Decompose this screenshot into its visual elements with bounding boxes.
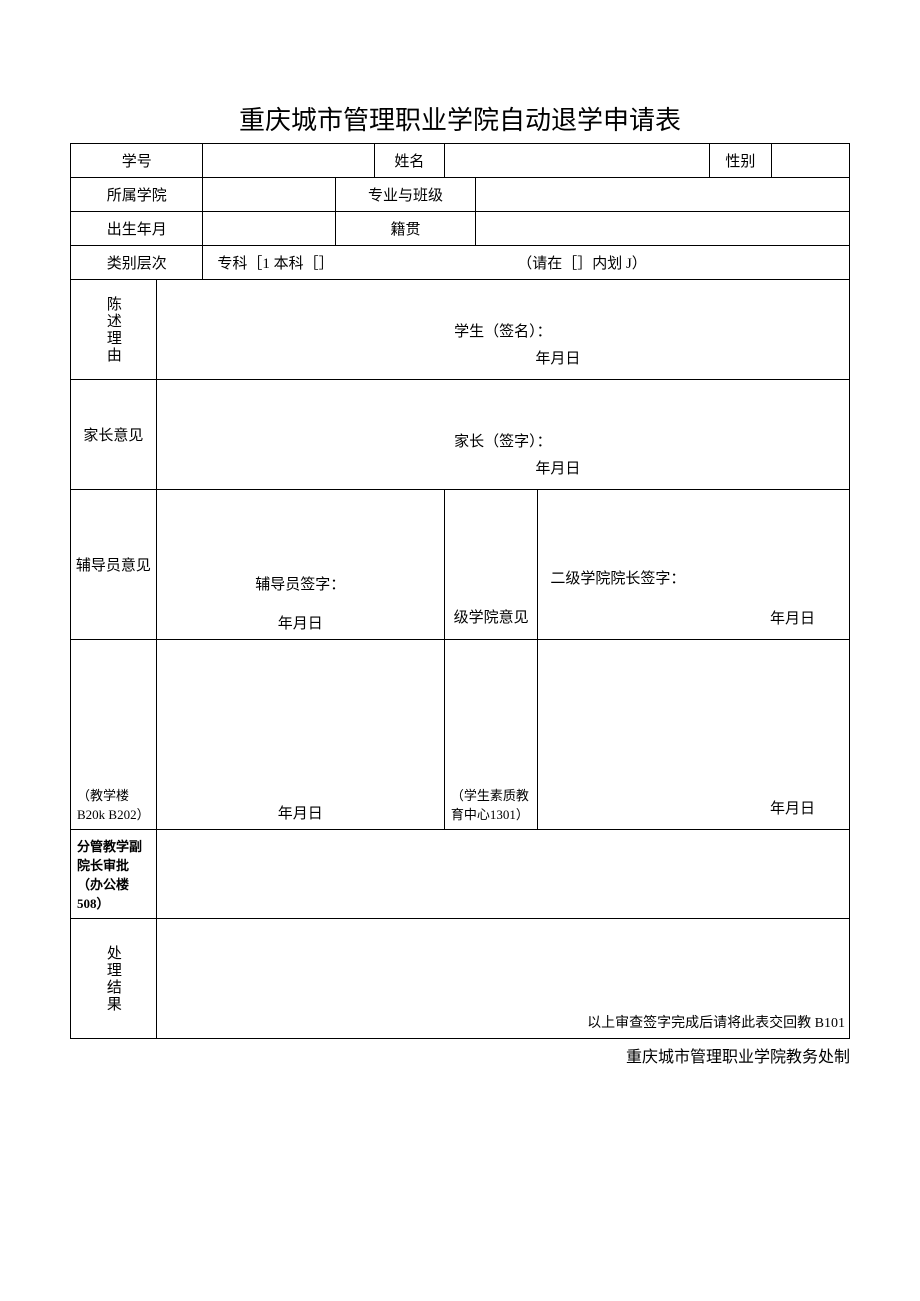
field-level[interactable]: 专科［1 本科［］ （请在［］内划 J） [203,246,850,280]
label-parent-opinion: 家长意见 [71,380,157,490]
level-options: 专科［1 本科［］ [207,252,513,273]
label-gender: 性别 [709,144,771,178]
field-teaching-building[interactable]: 年月日 [156,640,444,830]
label-student-center: （学生素质教育中心1301） [444,640,537,830]
label-college: 所属学院 [71,178,203,212]
parent-sign-label: 家长（签字）： [161,429,845,456]
footer-text: 重庆城市管理职业学院教务处制 [70,1043,850,1067]
label-level: 类别层次 [71,246,203,280]
field-parent-opinion[interactable]: 家长（签字）： 年月日 [156,380,849,490]
field-student-id[interactable] [203,144,374,178]
return-note: 以上审查签字完成后请将此表交回教 B101 [161,1008,845,1032]
field-result[interactable]: 以上审查签字完成后请将此表交回教 B101 [156,919,849,1039]
label-major-class: 专业与班级 [335,178,475,212]
page-title: 重庆城市管理职业学院自动退学申请表 [70,100,850,137]
application-form-table: 学号 姓名 性别 所属学院 专业与班级 出生年月 籍贯 类别层次 专科［1 本科… [70,143,850,1039]
field-gender[interactable] [772,144,850,178]
label-name: 姓名 [374,144,444,178]
student-sign-label: 学生（签名）： [161,319,845,346]
student-center-date: 年月日 [542,796,845,823]
field-birth[interactable] [203,212,335,246]
secondary-dean-sign-date: 年月日 [542,606,845,633]
teaching-building-date: 年月日 [161,802,440,823]
secondary-dean-sign-label: 二级学院院长签字： [542,567,845,606]
label-secondary-college-opinion: 级学院意见 [444,490,537,640]
tutor-sign-label: 辅导员签字： [161,573,440,612]
field-secondary-college-opinion[interactable]: 二级学院院长签字： 年月日 [538,490,850,640]
label-reason: 陈述理由 [71,280,157,380]
field-student-center[interactable]: 年月日 [538,640,850,830]
field-tutor-opinion[interactable]: 辅导员签字： 年月日 [156,490,444,640]
field-reason[interactable]: 学生（签名）： 年月日 [156,280,849,380]
label-birth: 出生年月 [71,212,203,246]
parent-sign-date: 年月日 [161,456,845,483]
field-college[interactable] [203,178,335,212]
label-tutor-opinion: 辅导员意见 [71,490,157,640]
label-teaching-building: （教学楼 B20k B202） [71,640,157,830]
label-result: 处理结果 [71,919,157,1039]
label-native-place: 籍贯 [335,212,475,246]
student-sign-date: 年月日 [161,346,845,373]
field-major-class[interactable] [476,178,850,212]
tutor-sign-date: 年月日 [161,612,440,633]
label-student-id: 学号 [71,144,203,178]
level-hint: （请在［］内划 J） [517,252,823,273]
field-vice-dean[interactable] [156,830,849,919]
field-native-place[interactable] [476,212,850,246]
label-vice-dean: 分管教学副院长审批（办公楼 508） [71,830,157,919]
field-name[interactable] [444,144,709,178]
